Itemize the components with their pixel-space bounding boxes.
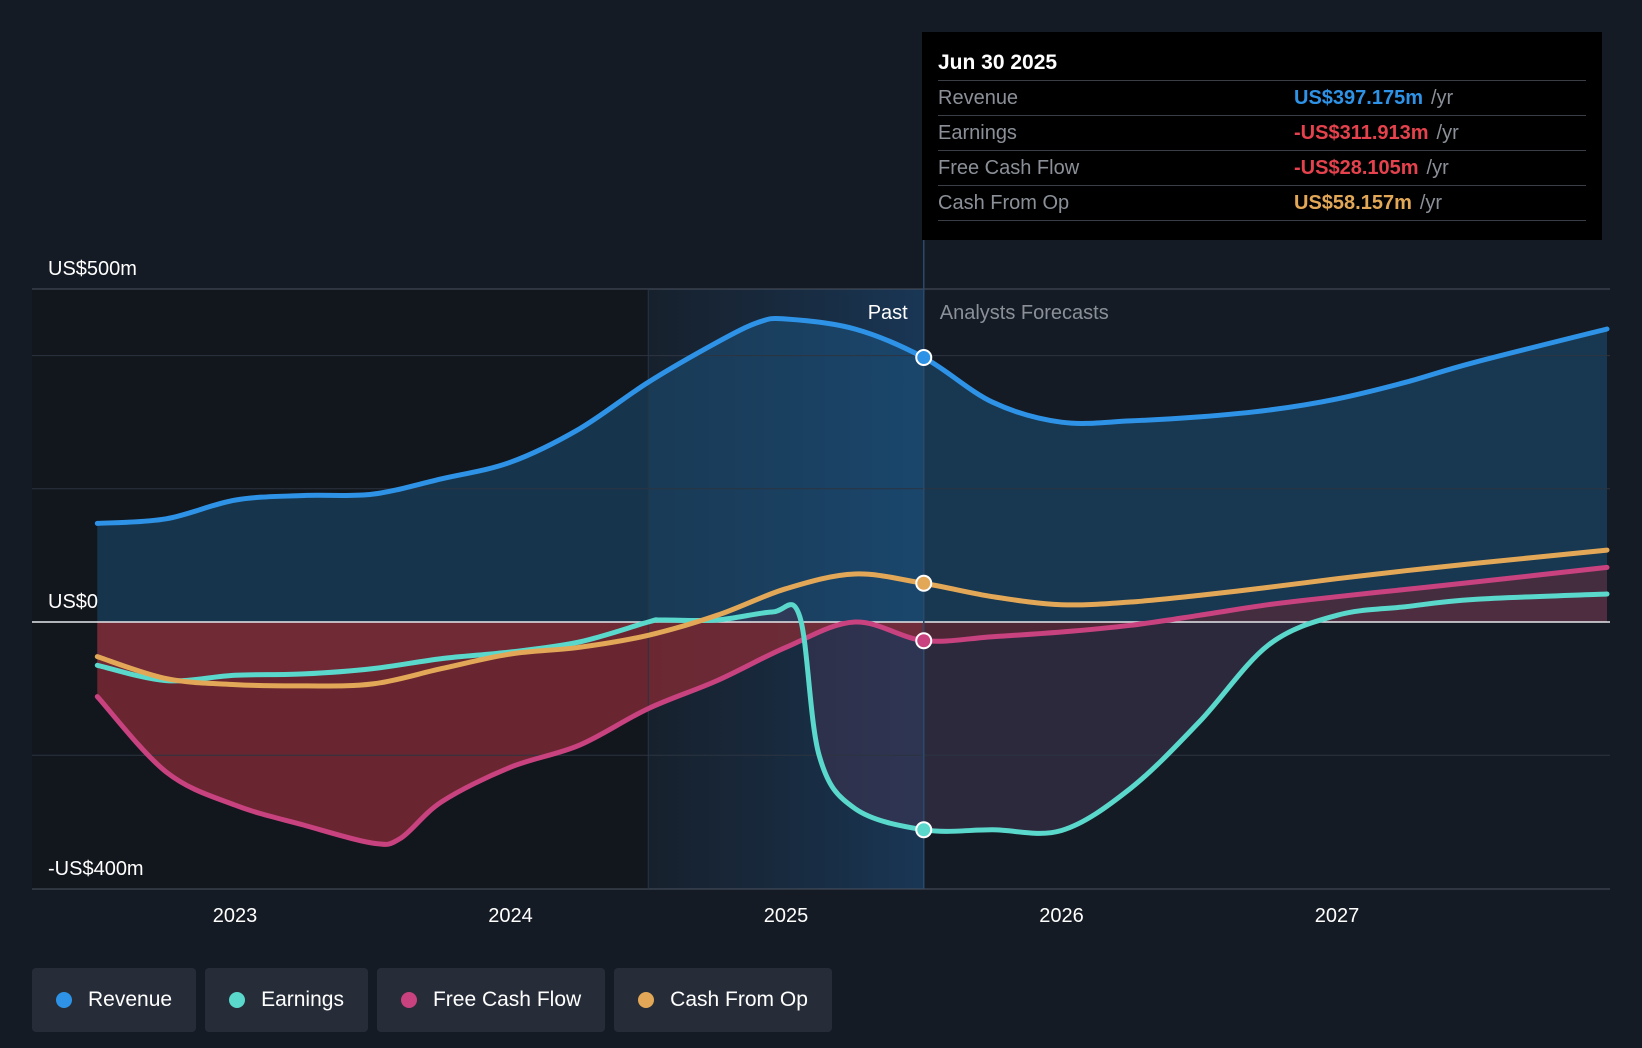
legend-item-cash-from-op[interactable]: Cash From Op — [614, 968, 832, 1032]
tooltip-unit: /yr — [1419, 192, 1443, 214]
tooltip-unit: /yr — [1426, 157, 1449, 179]
legend-item-free-cash-flow[interactable]: Free Cash Flow — [376, 968, 606, 1032]
legend-label: Free Cash Flow — [432, 988, 582, 1011]
series-line-revenue — [94, 316, 1610, 526]
tooltip-panel: Jun 30 2025 Revenue US$397.175m /yr Earn… — [922, 32, 1602, 240]
y-axis-label: US$0 — [48, 591, 98, 613]
tooltip-value: US$58.157m — [1294, 192, 1412, 214]
x-tick-label: 2025 — [764, 905, 809, 927]
series-line-earnings — [94, 591, 1610, 836]
y-axis-label: -US$400m — [48, 858, 144, 880]
legend-item-earnings[interactable]: Earnings — [205, 968, 368, 1032]
tooltip-row-earnings: Earnings -US$311.913m /yr — [938, 115, 1586, 150]
marker-revenue — [915, 348, 933, 366]
legend-label: Cash From Op — [670, 988, 808, 1011]
tooltip-label: Earnings — [938, 122, 1017, 144]
series-line-free-cash-flow — [94, 564, 1610, 847]
tooltip-label: Free Cash Flow — [938, 157, 1080, 179]
tooltip-label: Revenue — [938, 87, 1019, 109]
tooltip-value: -US$311.913m — [1294, 122, 1429, 144]
series-line-cash-from-op — [94, 547, 1610, 689]
tooltip-date: Jun 30 2025 — [938, 51, 1058, 74]
tooltip-row-revenue: Revenue US$397.175m /yr — [938, 80, 1586, 115]
legend-dot-icon — [56, 992, 72, 1008]
legend: Revenue Earnings Free Cash Flow Cash Fro… — [32, 968, 832, 1032]
past-negative-fill — [97, 621, 924, 845]
marker-free-cash-flow — [915, 632, 933, 650]
legend-label: Earnings — [261, 988, 344, 1011]
x-tick-label: 2027 — [1315, 905, 1360, 927]
tooltip-row-cash-from-op: Cash From Op US$58.157m /yr — [938, 185, 1586, 221]
tooltip-value: -US$28.105m — [1294, 157, 1419, 179]
marker-cash-from-op — [915, 574, 933, 592]
x-tick-label: 2024 — [488, 905, 533, 927]
tooltip-value: US$397.175m — [1294, 87, 1423, 109]
area-fill-revenue — [97, 318, 1607, 622]
tooltip-unit: /yr — [1430, 87, 1454, 109]
tooltip-row-free-cash-flow: Free Cash Flow -US$28.105m /yr — [938, 150, 1586, 185]
y-axis-label: US$500m — [48, 258, 137, 280]
legend-dot-icon — [638, 992, 655, 1008]
past-label: Past — [868, 302, 908, 324]
marker-earnings — [915, 821, 933, 839]
tooltip-unit: /yr — [1436, 122, 1459, 144]
legend-dot-icon — [229, 992, 246, 1008]
legend-item-revenue[interactable]: Revenue — [32, 968, 197, 1032]
forecast-label: Analysts Forecasts — [940, 302, 1109, 324]
tooltip-label: Cash From Op — [938, 192, 1070, 214]
legend-label: Revenue — [88, 988, 173, 1011]
x-tick-label: 2023 — [213, 905, 258, 927]
legend-dot-icon — [400, 992, 417, 1008]
x-tick-label: 2026 — [1039, 905, 1084, 927]
